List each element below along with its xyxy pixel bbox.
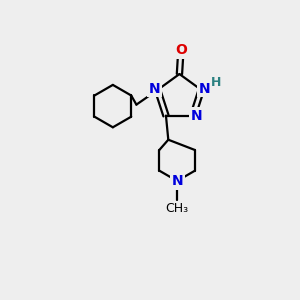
Text: O: O: [175, 43, 187, 57]
Text: H: H: [211, 76, 221, 89]
Text: N: N: [198, 82, 210, 96]
Text: N: N: [171, 174, 183, 188]
Text: N: N: [149, 82, 161, 96]
Text: CH₃: CH₃: [166, 202, 189, 214]
Text: N: N: [191, 109, 202, 123]
